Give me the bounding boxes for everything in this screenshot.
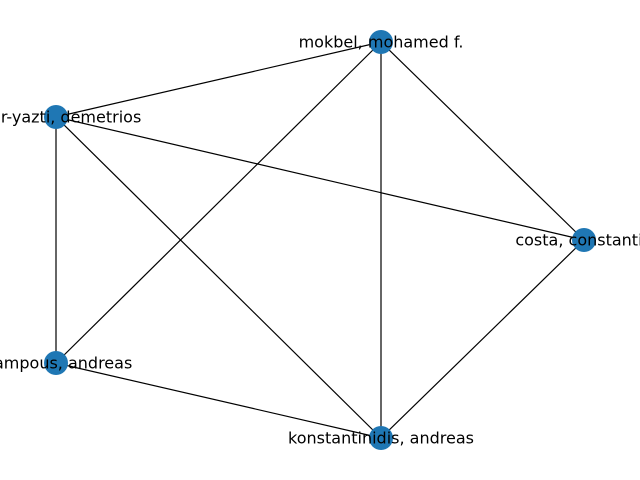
node-label-pour: pour-yazti, demetrios — [0, 108, 141, 127]
node-konst — [369, 426, 393, 450]
node-costa — [572, 228, 596, 252]
node-label-costa: costa, constantin — [515, 231, 640, 250]
node-lampous — [44, 351, 68, 375]
node-label-konst: konstantinidis, andreas — [288, 429, 474, 448]
node-mokbel — [369, 30, 393, 54]
edge-mokbel-costa — [380, 41, 585, 241]
node-label-mokbel: mokbel, mohamed f. — [299, 33, 464, 52]
edge-mokbel-pour — [55, 41, 382, 118]
edge-lampous-konst — [55, 362, 382, 439]
nodes-layer — [44, 30, 596, 450]
edge-costa-konst — [380, 239, 585, 439]
edges-layer — [55, 41, 585, 439]
edge-pour-costa — [55, 116, 585, 241]
edge-mokbel-lampous — [55, 41, 382, 364]
node-label-lampous: alampous, andreas — [0, 354, 132, 373]
edge-pour-konst — [55, 116, 382, 439]
labels-layer: mokbel, mohamed f. pour-yazti, demetrios c… — [0, 33, 640, 448]
node-pour — [44, 105, 68, 129]
